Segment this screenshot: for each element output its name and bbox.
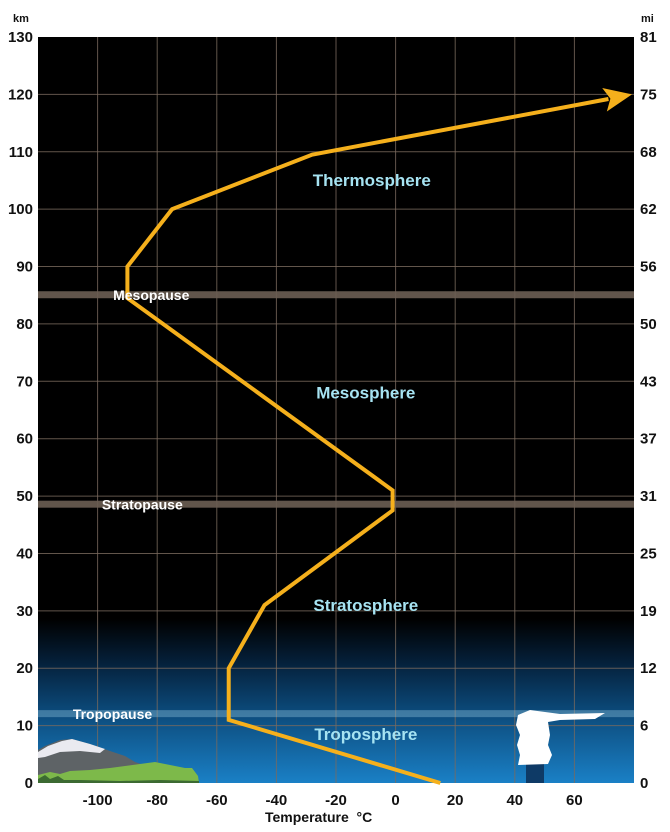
y-tick-mi: 68 xyxy=(640,144,657,161)
right-unit-label: mi xyxy=(641,13,654,25)
x-tick: 0 xyxy=(391,792,399,809)
y-tick-mi: 56 xyxy=(640,259,657,276)
x-tick: 40 xyxy=(506,792,523,809)
boundary-band-tropopause xyxy=(38,710,634,718)
y-tick-mi: 43 xyxy=(640,373,657,390)
temperature-curve xyxy=(125,97,609,785)
y-tick-km: 40 xyxy=(16,545,33,562)
y-tick-km: 30 xyxy=(16,603,33,620)
x-tick: 60 xyxy=(566,792,583,809)
left-unit-label: km xyxy=(13,13,29,25)
layer-label-thermosphere: Thermosphere xyxy=(313,171,431,190)
y-tick-mi: 62 xyxy=(640,201,657,218)
y-tick-km: 60 xyxy=(16,431,33,448)
y-tick-mi: 0 xyxy=(640,775,648,792)
y-tick-km: 10 xyxy=(16,718,33,735)
y-tick-mi: 31 xyxy=(640,488,657,505)
boundary-band-mesopause xyxy=(38,291,634,299)
y-tick-mi: 6 xyxy=(640,718,648,735)
y-tick-km: 70 xyxy=(16,373,33,390)
boundary-band-stratopause xyxy=(38,500,634,508)
x-tick: 20 xyxy=(447,792,464,809)
y-tick-km: 0 xyxy=(25,775,33,792)
layer-label-troposphere: Troposphere xyxy=(314,725,417,744)
y-tick-mi: 19 xyxy=(640,603,657,620)
y-tick-mi: 50 xyxy=(640,316,657,333)
y-tick-mi: 37 xyxy=(640,431,657,448)
layer-label-mesosphere: Mesosphere xyxy=(316,384,415,403)
y-tick-mi: 12 xyxy=(640,660,657,677)
arrowhead-icon xyxy=(602,88,632,112)
boundary-label-mesopause: Mesopause xyxy=(113,287,189,303)
mountain-illustration xyxy=(38,739,199,783)
y-tick-km: 80 xyxy=(16,316,33,333)
x-tick: -100 xyxy=(83,792,113,809)
y-tick-km: 100 xyxy=(8,201,33,218)
y-tick-km: 130 xyxy=(8,29,33,46)
boundary-label-tropopause: Tropopause xyxy=(73,706,153,722)
y-tick-km: 120 xyxy=(8,86,33,103)
axis-labels: 0 10 20 30 40 50 60 70 80 90 100 110 120 130 0 6 12 19 25 3… xyxy=(8,29,657,809)
y-tick-km: 20 xyxy=(16,660,33,677)
grid-lines xyxy=(38,37,634,783)
x-tick: -80 xyxy=(146,792,168,809)
y-tick-mi: 81 xyxy=(640,29,657,46)
y-tick-km: 50 xyxy=(16,488,33,505)
y-tick-mi: 75 xyxy=(640,86,657,103)
boundary-label-stratopause: Stratopause xyxy=(102,497,183,513)
y-tick-km: 90 xyxy=(16,259,33,276)
layer-label-stratosphere: Stratosphere xyxy=(313,596,418,615)
x-axis-title: Temperature °C xyxy=(265,809,372,825)
x-tick: -40 xyxy=(266,792,288,809)
x-tick: -20 xyxy=(325,792,347,809)
y-tick-mi: 25 xyxy=(640,545,657,562)
thunderstorm-cloud-illustration xyxy=(516,710,605,783)
boundary-bands xyxy=(38,291,634,718)
y-tick-km: 110 xyxy=(9,144,33,161)
x-tick: -60 xyxy=(206,792,228,809)
layer-labels: Troposphere Stratosphere Mesosphere Thermos… xyxy=(73,171,431,744)
